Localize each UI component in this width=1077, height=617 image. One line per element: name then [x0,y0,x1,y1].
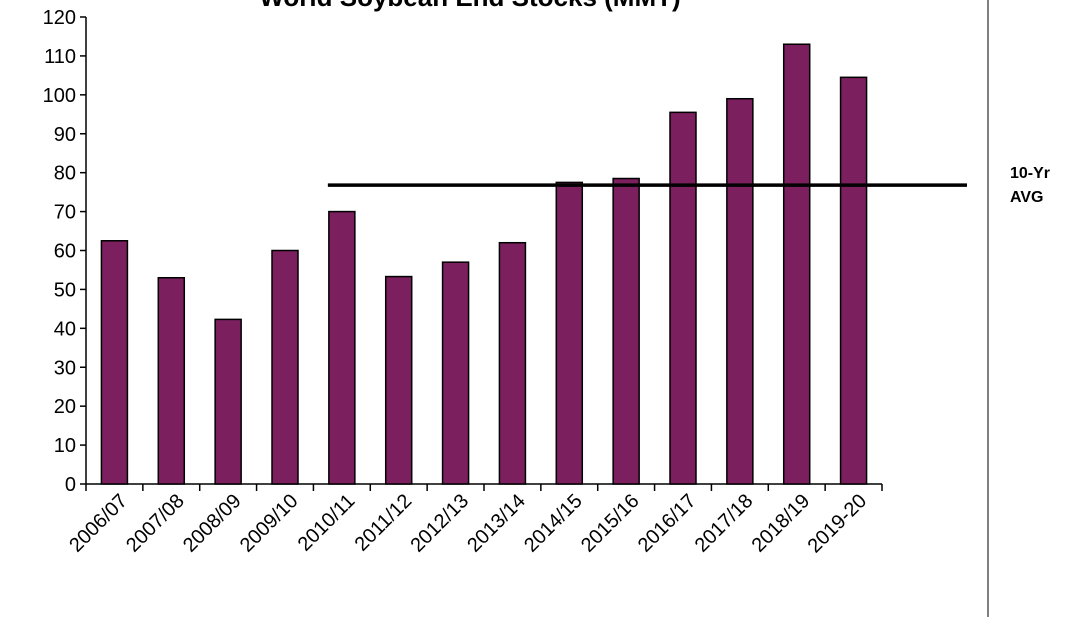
bar [441,261,470,485]
x-tick-label: 2011/12 [351,490,417,556]
bar [328,210,356,485]
bar [839,76,868,485]
y-tick-label: 80 [54,163,76,185]
bar [726,97,754,485]
y-tick-label: 60 [54,241,76,263]
y-tick-label: 20 [54,396,76,418]
x-tick-label: 2006/07 [65,490,132,557]
x-tick-label: 2008/09 [179,490,246,557]
y-tick-label: 40 [54,318,76,340]
y-tick-label: 120 [43,7,76,29]
x-tick-label: 2013/14 [463,490,530,557]
y-tick-label: 90 [54,124,76,146]
bar [157,276,186,485]
x-tick-label: 2015/16 [577,490,644,557]
y-tick-label: 110 [44,46,76,68]
bar [782,43,811,485]
x-tick-label: 2018/19 [748,490,815,557]
y-tick-label: 100 [43,85,76,107]
x-tick-label: 2016/17 [634,490,701,557]
chart-title: World Soybean End Stocks (MMT) [259,0,680,12]
bar [100,240,129,485]
bar [384,275,413,485]
y-tick-label: 0 [65,474,76,496]
x-tick-label: 2009/10 [236,490,303,557]
y-tick-label: 30 [54,357,76,379]
bar [555,181,584,485]
bar [271,249,299,485]
x-tick-label: 2007/08 [122,490,189,557]
bar [612,177,640,485]
x-tick-label: 2012/13 [406,490,473,557]
bar [214,318,242,485]
y-tick-label: 70 [54,202,76,224]
bar [669,111,697,485]
x-tick-label: 2019-20 [804,490,871,557]
average-label: 10-Yr AVG [1010,165,1051,206]
x-tick-label: 2014/15 [520,490,587,557]
y-tick-label: 10 [54,435,76,457]
y-tick-label: 50 [54,279,76,301]
x-tick-label: 2017/18 [691,490,758,557]
bar [498,241,527,485]
x-tick-label: 2010/11 [294,490,360,556]
